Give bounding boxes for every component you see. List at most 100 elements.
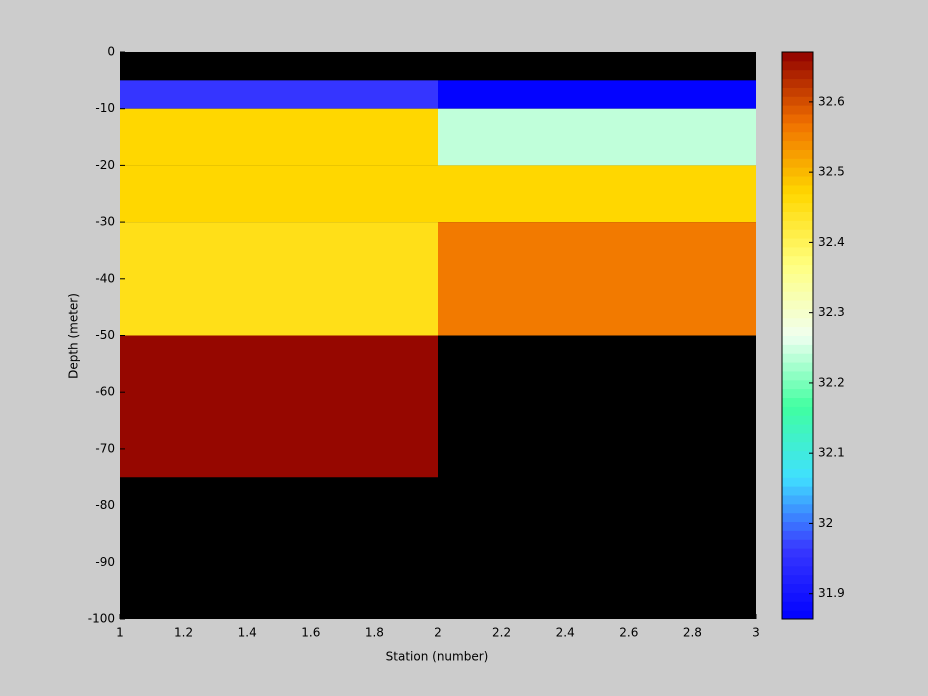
colorbar-swatch: [782, 193, 813, 204]
colorbar-swatch: [782, 202, 813, 212]
colorbar-tick-label: 32.6: [818, 94, 845, 108]
colorbar-swatch: [782, 140, 813, 150]
colorbar-swatch: [782, 300, 813, 310]
colorbar-swatch: [782, 255, 813, 266]
cell: [120, 335, 438, 478]
colorbar-swatch: [782, 184, 813, 195]
colorbar-swatch: [782, 105, 813, 115]
colorbar-swatch: [782, 379, 813, 390]
colorbar-swatch: [782, 601, 813, 611]
colorbar-tick-label: 32.1: [818, 446, 845, 460]
colorbar-swatch: [782, 503, 813, 514]
colorbar-swatch: [782, 317, 813, 328]
colorbar-swatch: [782, 122, 813, 133]
colorbar-swatch: [782, 211, 813, 221]
colorbar-tick-label: 32.2: [818, 375, 845, 389]
colorbar-swatch: [782, 574, 813, 585]
colorbar-swatch: [782, 149, 813, 159]
colorbar-swatch: [782, 87, 813, 97]
x-tick-label: 2.8: [683, 626, 702, 640]
colorbar-swatch: [782, 131, 813, 142]
colorbar-swatch: [782, 176, 813, 186]
cell: [438, 108, 756, 166]
colorbar-swatch: [782, 424, 813, 434]
y-tick-label: -40: [95, 271, 115, 285]
x-tick-label: 1.4: [238, 626, 257, 640]
colorbar-tick-label: 32.4: [818, 235, 845, 249]
colorbar-tick-label: 32: [818, 516, 833, 530]
cell: [438, 222, 756, 336]
colorbar-swatch: [782, 96, 813, 106]
colorbar-swatch: [782, 494, 813, 505]
colorbar-tick-label: 32.3: [818, 305, 845, 319]
colorbar-swatch: [782, 60, 813, 71]
colorbar-swatch: [782, 291, 813, 301]
colorbar-swatch: [782, 388, 813, 399]
colorbar-swatch: [782, 167, 813, 177]
y-tick-label: -30: [95, 215, 115, 229]
colorbar-swatch: [782, 282, 813, 292]
x-tick-label: 1.2: [174, 626, 193, 640]
colorbar-swatch: [782, 556, 813, 567]
colorbar-swatch: [782, 229, 813, 239]
colorbar-swatch: [782, 548, 813, 558]
x-tick-label: 2.2: [492, 626, 511, 640]
colorbar-swatch: [782, 326, 813, 336]
colorbar-swatch: [782, 477, 813, 487]
x-tick-label: 1.8: [365, 626, 384, 640]
y-tick-label: -50: [95, 328, 115, 342]
x-tick-label: 2: [434, 626, 442, 640]
colorbar-swatch: [782, 264, 813, 274]
colorbar-swatch: [782, 450, 813, 461]
colorbar-swatch: [782, 158, 813, 168]
colorbar-swatch: [782, 459, 813, 469]
colorbar-swatch: [782, 432, 813, 443]
x-tick-label: 2.6: [619, 626, 638, 640]
colorbar-swatch: [782, 78, 813, 88]
colorbar-swatch: [782, 344, 813, 354]
cell: [120, 80, 438, 109]
colorbar-swatch: [782, 592, 813, 602]
colorbar-swatch: [782, 397, 813, 407]
colorbar-swatch: [782, 370, 813, 381]
colorbar-swatch: [782, 583, 813, 593]
colorbar-tick-label: 31.9: [818, 586, 845, 600]
colorbar-swatch: [782, 415, 813, 425]
y-tick-label: -100: [88, 612, 115, 626]
colorbar-swatch: [782, 238, 813, 248]
colorbar-swatch: [782, 539, 813, 549]
colorbar-swatch: [782, 441, 813, 452]
colorbar-swatch: [782, 220, 813, 230]
colorbar-swatch: [782, 69, 813, 80]
cell: [120, 108, 438, 166]
y-tick-label: -70: [95, 441, 115, 455]
x-tick-label: 1.6: [301, 626, 320, 640]
colorbar-swatch: [782, 610, 813, 620]
x-tick-label: 3: [752, 626, 760, 640]
colorbar-swatch: [782, 114, 813, 124]
colorbar-swatch: [782, 486, 813, 496]
colorbar-swatch: [782, 362, 813, 372]
colorbar-swatch: [782, 52, 813, 62]
y-tick-label: -60: [95, 385, 115, 399]
colorbar-swatch: [782, 512, 813, 523]
colorbar-swatch: [782, 565, 813, 576]
y-tick-label: -90: [95, 555, 115, 569]
colorbar-swatch: [782, 521, 813, 531]
cell: [120, 222, 438, 336]
colorbar-swatch: [782, 530, 813, 540]
colorbar-swatch: [782, 335, 813, 345]
colorbar-swatch: [782, 406, 813, 416]
colorbar-swatch: [782, 353, 813, 363]
colorbar-swatch: [782, 468, 813, 478]
y-tick-label: -20: [95, 158, 115, 172]
x-tick-label: 2.4: [556, 626, 575, 640]
colorbar-tick-label: 32.5: [818, 165, 845, 179]
cell: [438, 80, 756, 109]
colorbar-swatch: [782, 246, 813, 257]
y-tick-label: -80: [95, 498, 115, 512]
colorbar-frame: [781, 51, 814, 620]
cell: [120, 165, 438, 223]
x-tick-label: 1: [116, 626, 124, 640]
